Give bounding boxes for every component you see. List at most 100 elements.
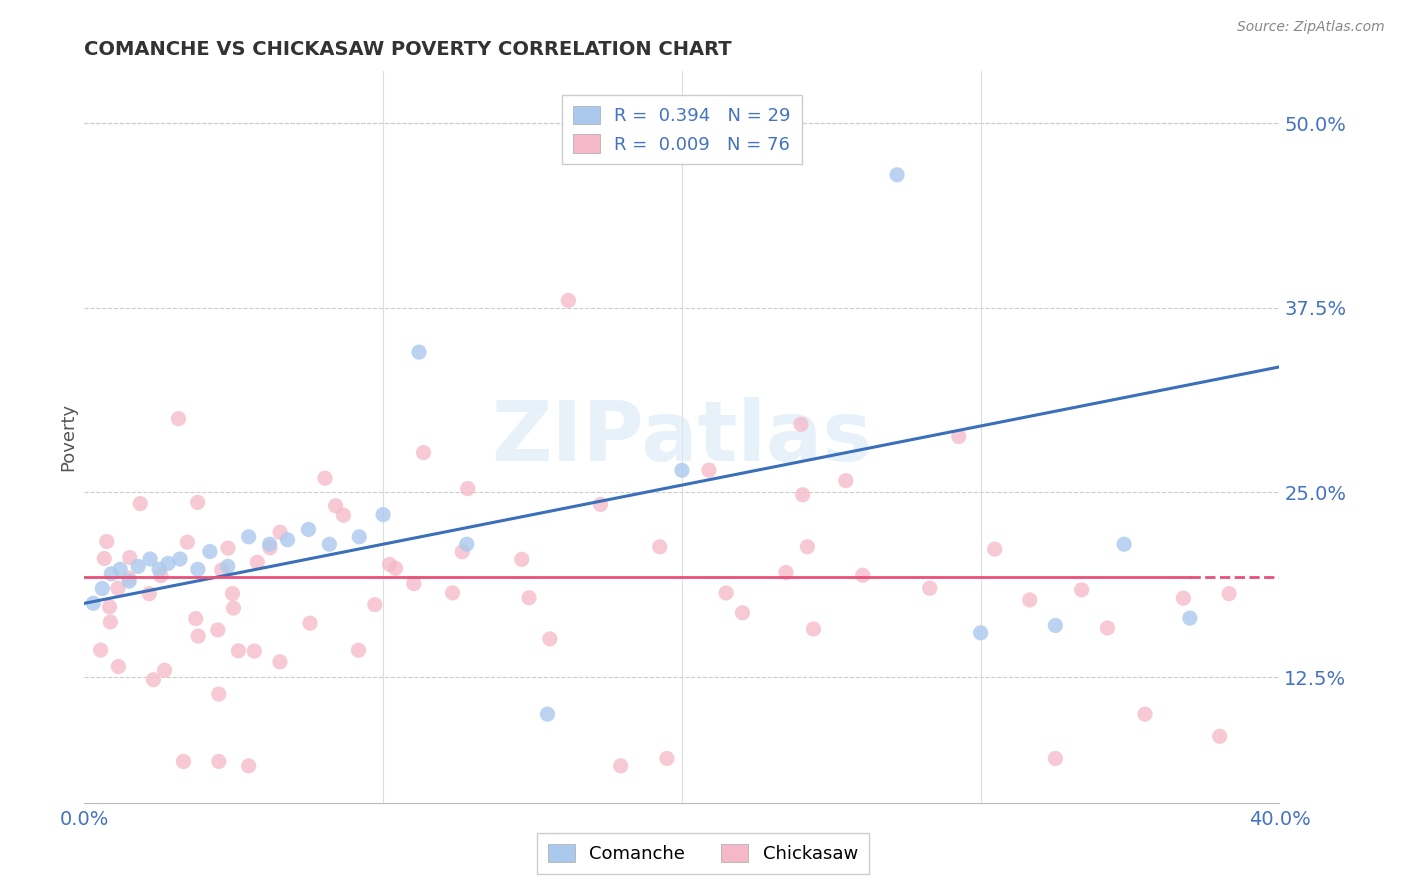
Point: [118, 571, 141, 585]
Point: [441, 586, 464, 600]
Text: ZIPatlas: ZIPatlas: [492, 397, 872, 477]
Point: [1114, 537, 1136, 551]
Point: [1178, 611, 1201, 625]
Point: [207, 623, 229, 637]
Point: [269, 525, 291, 540]
Point: [148, 562, 170, 576]
Point: [384, 561, 406, 575]
Point: [536, 707, 558, 722]
Point: [208, 687, 231, 701]
Point: [1173, 591, 1195, 606]
Point: [1045, 751, 1067, 765]
Point: [93, 551, 115, 566]
Point: [655, 751, 678, 765]
Point: [298, 616, 321, 631]
Point: [451, 545, 474, 559]
Point: [412, 445, 434, 459]
Point: [332, 508, 354, 523]
Point: [107, 582, 129, 596]
Point: [314, 471, 336, 485]
Point: [246, 555, 269, 569]
Point: [775, 566, 797, 580]
Point: [138, 587, 160, 601]
Point: [557, 293, 579, 308]
Point: [1097, 621, 1119, 635]
Point: [378, 558, 401, 572]
Point: [373, 508, 395, 522]
Point: [517, 591, 540, 605]
Point: [243, 644, 266, 658]
Point: [187, 562, 209, 576]
Point: [211, 563, 233, 577]
Point: [318, 537, 340, 551]
Point: [347, 643, 370, 657]
Point: [259, 541, 281, 555]
Legend: R =  0.394   N = 29, R =  0.009   N = 76: R = 0.394 N = 29, R = 0.009 N = 76: [562, 95, 801, 164]
Point: [538, 632, 561, 646]
Point: [364, 598, 387, 612]
Point: [127, 559, 149, 574]
Point: [983, 542, 1005, 557]
Point: [118, 550, 141, 565]
Point: [91, 582, 114, 596]
Point: [277, 533, 299, 547]
Point: [648, 540, 671, 554]
Point: [157, 557, 180, 571]
Point: [796, 540, 818, 554]
Point: [589, 497, 612, 511]
Point: [671, 463, 693, 477]
Text: Source: ZipAtlas.com: Source: ZipAtlas.com: [1237, 20, 1385, 34]
Point: [100, 615, 122, 629]
Point: [269, 655, 291, 669]
Point: [222, 601, 245, 615]
Point: [107, 659, 129, 673]
Point: [217, 559, 239, 574]
Point: [1133, 707, 1156, 722]
Point: [349, 530, 371, 544]
Text: COMANCHE VS CHICKASAW POVERTY CORRELATION CHART: COMANCHE VS CHICKASAW POVERTY CORRELATIO…: [84, 39, 733, 59]
Point: [221, 586, 243, 600]
Point: [153, 663, 176, 677]
Point: [792, 488, 814, 502]
Point: [129, 497, 152, 511]
Legend: Comanche, Chickasaw: Comanche, Chickasaw: [537, 833, 869, 874]
Point: [110, 562, 132, 576]
Point: [96, 534, 118, 549]
Point: [100, 566, 122, 581]
Point: [714, 586, 737, 600]
Point: [1018, 593, 1040, 607]
Point: [1218, 587, 1240, 601]
Point: [139, 552, 162, 566]
Y-axis label: Poverty: Poverty: [59, 403, 77, 471]
Point: [1209, 729, 1232, 743]
Point: [408, 345, 430, 359]
Point: [325, 499, 347, 513]
Point: [187, 629, 209, 643]
Point: [918, 581, 941, 595]
Point: [238, 530, 260, 544]
Point: [1070, 582, 1092, 597]
Point: [184, 611, 207, 625]
Point: [217, 541, 239, 555]
Point: [803, 622, 825, 636]
Point: [259, 537, 281, 551]
Point: [238, 759, 260, 773]
Point: [697, 463, 720, 477]
Point: [790, 417, 813, 432]
Point: [731, 606, 754, 620]
Point: [852, 568, 875, 582]
Point: [609, 759, 631, 773]
Point: [948, 429, 970, 443]
Point: [456, 537, 478, 551]
Point: [82, 596, 104, 610]
Point: [297, 523, 319, 537]
Point: [169, 552, 191, 566]
Point: [167, 411, 190, 425]
Point: [90, 643, 112, 657]
Point: [176, 535, 198, 549]
Point: [402, 576, 425, 591]
Point: [970, 625, 993, 640]
Point: [228, 644, 250, 658]
Point: [208, 755, 231, 769]
Point: [98, 599, 121, 614]
